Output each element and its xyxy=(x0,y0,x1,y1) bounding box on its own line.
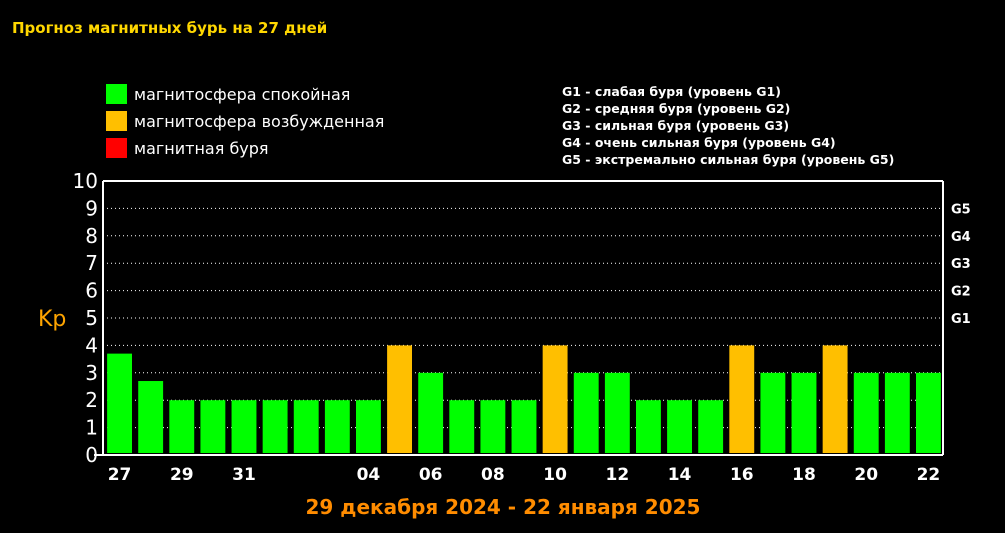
x-tick-label: 29 xyxy=(170,465,194,485)
y-axis-label: Kp xyxy=(38,307,66,332)
bar xyxy=(324,400,350,453)
bar xyxy=(573,372,599,453)
y-tick-label: 3 xyxy=(85,361,98,385)
bar xyxy=(200,400,226,453)
bar xyxy=(449,400,475,453)
bar xyxy=(418,372,444,453)
bar xyxy=(480,400,506,453)
g-level-descriptions: G1 - слабая буря (уровень G1) G2 - средня… xyxy=(562,84,894,167)
bar xyxy=(542,345,568,453)
x-tick-label: 18 xyxy=(792,465,816,485)
y-tick-label: 4 xyxy=(85,333,98,357)
g-tick-label: G2 xyxy=(951,285,971,300)
gridlines xyxy=(103,207,943,429)
legend-swatch xyxy=(106,84,127,104)
y-tick-label: 2 xyxy=(85,388,98,412)
bar xyxy=(604,372,630,453)
x-tick-label: 16 xyxy=(730,465,754,485)
bar xyxy=(822,345,848,453)
bar xyxy=(729,345,755,453)
y-tick-label: 1 xyxy=(85,416,98,440)
x-tick-label: 12 xyxy=(605,465,629,485)
bar xyxy=(667,400,692,453)
g-level-description: G4 - очень сильная буря (уровень G4) xyxy=(562,135,836,150)
x-axis-label: 29 декабря 2024 - 22 января 2025 xyxy=(306,495,701,519)
legend-label: магнитосфера возбужденная xyxy=(134,112,384,131)
y-tick-label: 7 xyxy=(85,251,98,275)
y-tick-label: 5 xyxy=(85,306,98,330)
g-level-description: G5 - экстремально сильная буря (уровень … xyxy=(562,152,894,167)
bar xyxy=(107,353,132,453)
bar xyxy=(884,372,910,453)
legend-swatch xyxy=(106,111,127,131)
legend-label: магнитосфера спокойная xyxy=(134,85,350,104)
x-tick-label: 08 xyxy=(481,465,505,485)
g-tick-label: G3 xyxy=(951,257,971,272)
y-tick-label: 9 xyxy=(85,196,98,220)
g-tick-label: G1 xyxy=(951,312,971,327)
x-tick-label: 14 xyxy=(668,465,692,485)
legend-label: магнитная буря xyxy=(134,139,269,158)
x-tick-label: 04 xyxy=(357,465,381,485)
g-tick-label: G5 xyxy=(951,202,971,217)
bar xyxy=(636,400,661,453)
bar xyxy=(293,400,319,453)
y-tick-label: 0 xyxy=(85,443,98,467)
g-tick-label: G4 xyxy=(951,230,971,245)
bar xyxy=(231,400,257,453)
g-level-description: G2 - средняя буря (уровень G2) xyxy=(562,101,790,116)
x-tick-label: 06 xyxy=(419,465,443,485)
y-tick-label: 6 xyxy=(85,279,98,303)
x-tick-label: 10 xyxy=(543,465,567,485)
bar xyxy=(698,400,724,453)
x-tick-label: 27 xyxy=(108,465,132,485)
bar xyxy=(138,381,164,453)
axes xyxy=(94,180,944,456)
bar xyxy=(916,372,941,453)
bars xyxy=(107,345,941,453)
g-tick-labels: G1 G2 G3 G4 G5 xyxy=(951,202,971,327)
y-tick-labels: 0 1 2 3 4 5 6 7 8 9 10 xyxy=(73,169,98,467)
bar xyxy=(791,372,817,453)
x-tick-labels: 27 29 31 04 06 08 10 12 14 16 18 20 22 xyxy=(108,465,941,485)
legend: магнитосфера спокойная магнитосфера возбу… xyxy=(106,84,384,158)
bar xyxy=(511,400,537,453)
bar xyxy=(356,400,381,453)
bar xyxy=(262,400,288,453)
g-level-description: G1 - слабая буря (уровень G1) xyxy=(562,84,781,99)
x-tick-label: 22 xyxy=(917,465,941,485)
chart-title: Прогноз магнитных бурь на 27 дней xyxy=(12,19,328,37)
bar xyxy=(760,372,786,453)
g-level-description: G3 - сильная буря (уровень G3) xyxy=(562,118,789,133)
bar xyxy=(853,372,879,453)
x-tick-label: 20 xyxy=(854,465,878,485)
x-tick-label: 31 xyxy=(232,465,256,485)
y-tick-label: 10 xyxy=(73,169,98,193)
bar xyxy=(387,345,412,453)
bar xyxy=(169,400,195,453)
legend-swatch xyxy=(106,138,127,158)
y-tick-label: 8 xyxy=(85,224,98,248)
